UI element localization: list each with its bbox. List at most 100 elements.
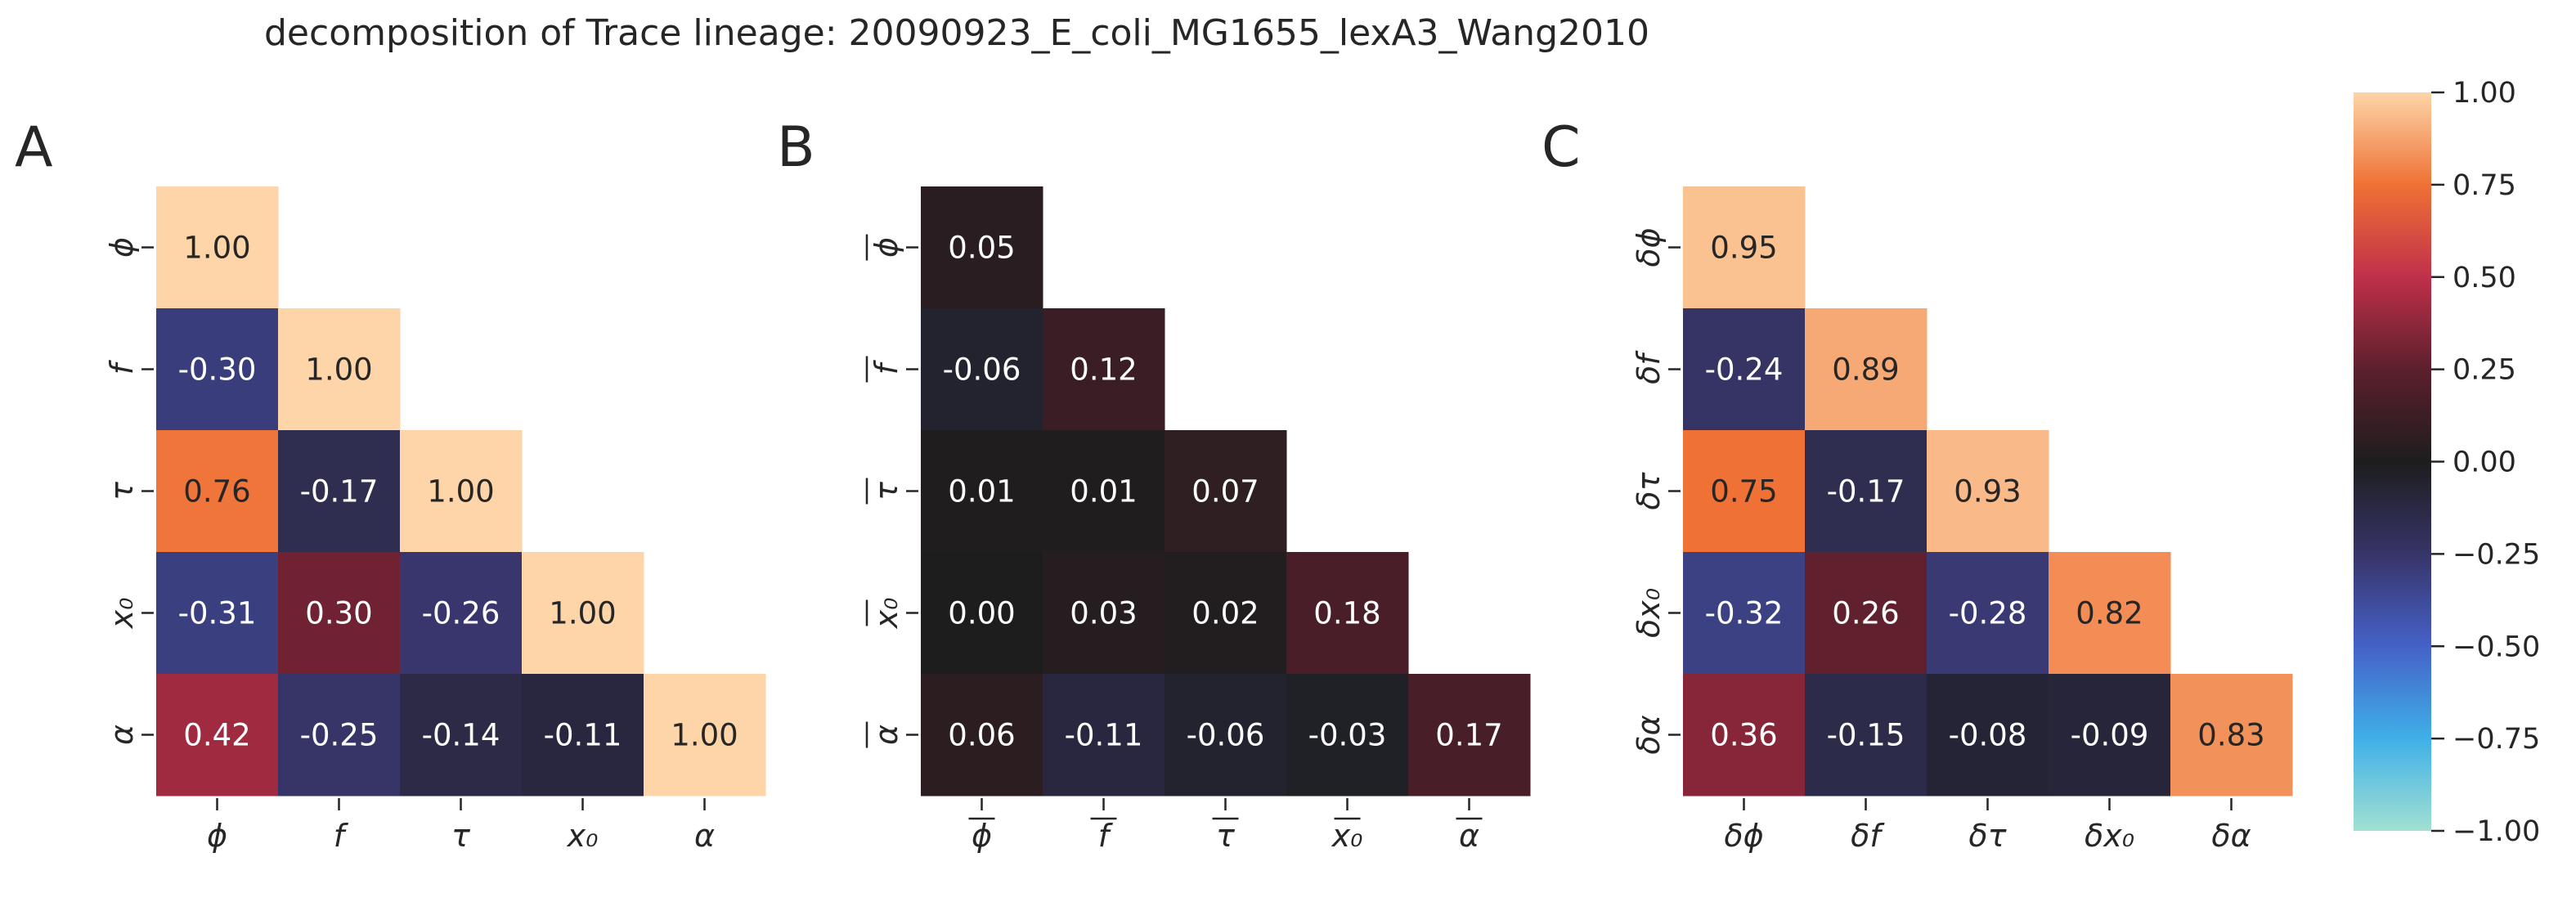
cell-value-label: -0.30 [178,352,257,388]
x-tick-label: ϕ [207,818,227,854]
x-tick-label: τ [1216,818,1236,854]
x-tick-label: f [1098,818,1114,854]
heatmap-cell [278,552,401,675]
colorbar-tick-label: −0.25 [2453,538,2540,571]
cell-value-label: 0.05 [948,231,1015,266]
cell-value-label: -0.28 [1949,596,2027,631]
heatmap-cell [1805,430,1928,553]
y-tick-label: δx₀ [1631,588,1667,638]
y-tick-label: δα [1631,715,1667,754]
heatmap-cell [1408,674,1531,797]
x-tick-label: δf [1851,818,1885,854]
x-tick-label: δτ [1968,818,2007,854]
heatmap-cell [156,552,279,675]
heatmap-cell [1927,552,2049,675]
heatmap-cell [1683,186,1806,309]
cell-value-label: -0.08 [1949,718,2027,753]
cell-value-label: -0.11 [544,718,622,753]
heatmap-cell [522,552,644,675]
cell-value-label: 1.00 [671,718,738,753]
heatmap-cell [156,186,279,309]
cell-value-label: 0.93 [1954,474,2021,509]
cell-value-label: -0.09 [2071,718,2149,753]
heatmap-cell [2049,674,2171,797]
cell-value-label: 0.75 [1710,474,1777,509]
heatmap-panel-c: 0.95 -0.24 0.89 0.75 -0.17 0.93 -0.32 0.26 -0.28… [1631,186,2293,854]
y-tick-label: τ [104,481,140,500]
cell-value-label: -0.31 [178,596,257,631]
heatmap-cell [1286,674,1409,797]
cell-value-label: 0.83 [2197,718,2264,753]
colorbar: 1.00 0.75 0.50 0.25 0.00 −0.25 −0.50 −0.75 −1.00 [2354,77,2540,848]
cell-value-label: -0.24 [1705,352,1784,388]
cell-value-label: 1.00 [427,474,494,509]
y-tick-label: δϕ [1631,227,1667,267]
colorbar-tick-label: 0.00 [2453,447,2516,479]
chart-title: decomposition of Trace lineage: 20090923… [264,12,1649,54]
cell-value-label: 0.01 [1070,474,1137,509]
y-tick-label: α [104,725,140,745]
x-tick-label: α [1459,818,1479,854]
cell-value-label: -0.06 [1187,718,1265,753]
colorbar-tick-label: −0.50 [2453,631,2540,663]
heatmap-cell [1043,552,1165,675]
cell-value-label: 0.30 [305,596,372,631]
heatmap-panel-a: 1.00 -0.30 1.00 0.76 -0.17 1.00 -0.31 0.30 -0.26… [104,186,766,854]
colorbar-ticks: 1.00 0.75 0.50 0.25 0.00 −0.25 −0.50 −0.75 −1.00 [2431,77,2540,848]
heatmap-cell [278,308,401,431]
y-tick-label: x₀ [868,598,904,630]
cell-value-label: 0.42 [183,718,250,753]
cell-value-label: -0.15 [1827,718,1905,753]
cell-value-label: 0.36 [1710,718,1777,753]
heatmap-cell [2170,674,2293,797]
cell-value-label: -0.17 [1827,474,1905,509]
heatmap-cell [1683,674,1806,797]
y-tick-label: ϕ [104,237,140,258]
heatmap-cell [921,308,1043,431]
heatmap-cell [156,308,279,431]
x-tick-label: α [694,818,715,854]
cell-value-label: 0.02 [1192,596,1259,631]
heatmap-cell [1043,430,1165,553]
colorbar-tick-label: −1.00 [2453,815,2540,848]
heatmap-cell [1165,674,1287,797]
x-tick-label: f [334,818,349,854]
heatmap-cell [1683,552,1806,675]
colorbar-tick-label: −0.75 [2453,723,2540,756]
cell-value-label: 0.03 [1070,596,1137,631]
cell-value-label: 0.76 [183,474,250,509]
heatmap-cell [1927,674,2049,797]
heatmap-cell [1286,552,1409,675]
heatmap-panel-b: 0.05 -0.06 0.12 0.01 0.01 0.07 0.00 0.03 0.02 0.1… [865,186,1531,854]
panel-letter-a: A [15,115,53,180]
heatmap-cell [1043,308,1165,431]
y-tick-label: x₀ [104,598,140,630]
x-tick-label: τ [451,818,471,854]
heatmap-cell [1043,674,1165,797]
heatmap-cell [921,552,1043,675]
cell-value-label: 0.17 [1435,718,1502,753]
cell-value-label: 0.18 [1313,596,1380,631]
heatmap-cell [1927,430,2049,553]
cell-value-label: 1.00 [183,231,250,266]
cell-value-label: -0.32 [1705,596,1784,631]
cell-value-label: 0.00 [948,596,1015,631]
y-tick-label: δf [1631,350,1667,384]
cell-value-label: 0.95 [1710,231,1777,266]
x-tick-label: x₀ [1331,818,1363,854]
cell-value-label: 0.26 [1832,596,1899,631]
heatmap-cell [156,674,279,797]
cell-value-label: -0.25 [300,718,379,753]
cell-value-label: -0.17 [300,474,379,509]
heatmap-cell [278,430,401,553]
panel-letter-b: B [777,115,815,180]
panel-letter-c: C [1542,115,1580,180]
cell-value-label: 0.06 [948,718,1015,753]
heatmap-cell [921,430,1043,553]
heatmap-cell [156,430,279,553]
heatmap-cell [1805,308,1928,431]
cell-value-label: -0.11 [1065,718,1143,753]
heatmap-cell [400,552,523,675]
x-tick-label: δϕ [1724,818,1763,854]
heatmap-cell [278,674,401,797]
